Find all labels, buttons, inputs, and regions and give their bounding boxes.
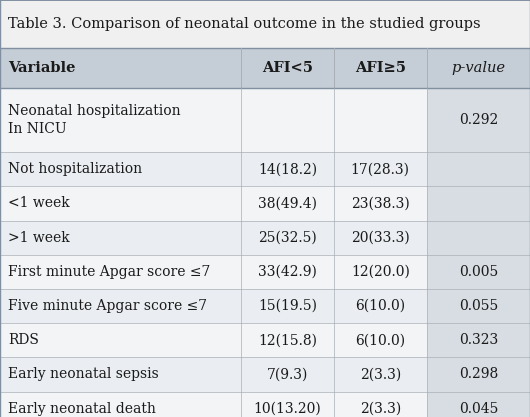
- Bar: [334, 88, 427, 152]
- Bar: [241, 392, 334, 417]
- Text: 25(32.5): 25(32.5): [258, 231, 317, 245]
- Bar: [427, 392, 530, 417]
- Bar: [427, 186, 530, 221]
- Bar: [241, 186, 334, 221]
- Text: Early neonatal death: Early neonatal death: [8, 402, 156, 416]
- Text: 2(3.3): 2(3.3): [360, 367, 401, 382]
- Bar: [334, 357, 427, 392]
- Text: 23(38.3): 23(38.3): [351, 196, 410, 211]
- Text: Early neonatal sepsis: Early neonatal sepsis: [8, 367, 158, 382]
- Text: Neonatal hospitalization
In NICU: Neonatal hospitalization In NICU: [8, 104, 181, 136]
- Text: First minute Apgar score ≤7: First minute Apgar score ≤7: [8, 265, 210, 279]
- Bar: [334, 152, 427, 186]
- Text: 0.298: 0.298: [458, 367, 498, 382]
- Text: 17(28.3): 17(28.3): [351, 162, 410, 176]
- Bar: [427, 88, 530, 152]
- Bar: [427, 289, 530, 323]
- Bar: [334, 186, 427, 221]
- Text: 12(15.8): 12(15.8): [258, 333, 317, 347]
- Text: AFI<5: AFI<5: [262, 61, 313, 75]
- Bar: [241, 88, 334, 152]
- Bar: [427, 357, 530, 392]
- Bar: [427, 152, 530, 186]
- Bar: [0, 0, 530, 48]
- Bar: [334, 221, 427, 255]
- Bar: [0, 88, 241, 152]
- Text: Variable: Variable: [8, 61, 75, 75]
- Text: 7(9.3): 7(9.3): [267, 367, 308, 382]
- Text: 10(13.20): 10(13.20): [254, 402, 321, 416]
- Text: 6(10.0): 6(10.0): [355, 333, 405, 347]
- Bar: [334, 323, 427, 357]
- Text: p-value: p-value: [452, 61, 505, 75]
- Text: 6(10.0): 6(10.0): [355, 299, 405, 313]
- Text: 33(42.9): 33(42.9): [258, 265, 317, 279]
- Bar: [241, 221, 334, 255]
- Bar: [0, 221, 241, 255]
- Text: 20(33.3): 20(33.3): [351, 231, 410, 245]
- Text: Five minute Apgar score ≤7: Five minute Apgar score ≤7: [8, 299, 207, 313]
- Bar: [0, 323, 241, 357]
- Text: 0.045: 0.045: [458, 402, 498, 416]
- Bar: [0, 392, 241, 417]
- Bar: [0, 48, 530, 88]
- Text: >1 week: >1 week: [8, 231, 70, 245]
- Bar: [0, 186, 241, 221]
- Text: 0.323: 0.323: [458, 333, 498, 347]
- Text: 0.292: 0.292: [458, 113, 498, 127]
- Bar: [241, 357, 334, 392]
- Bar: [334, 289, 427, 323]
- Bar: [0, 357, 241, 392]
- Text: Not hospitalization: Not hospitalization: [8, 162, 142, 176]
- Text: Table 3. Comparison of neonatal outcome in the studied groups: Table 3. Comparison of neonatal outcome …: [8, 17, 481, 31]
- Bar: [0, 289, 241, 323]
- Text: 0.055: 0.055: [458, 299, 498, 313]
- Bar: [0, 152, 241, 186]
- Bar: [427, 255, 530, 289]
- Text: 12(20.0): 12(20.0): [351, 265, 410, 279]
- Bar: [334, 255, 427, 289]
- Text: 14(18.2): 14(18.2): [258, 162, 317, 176]
- Text: 15(19.5): 15(19.5): [258, 299, 317, 313]
- Bar: [334, 392, 427, 417]
- Bar: [241, 152, 334, 186]
- Bar: [427, 323, 530, 357]
- Bar: [241, 323, 334, 357]
- Bar: [0, 255, 241, 289]
- Bar: [241, 289, 334, 323]
- Text: RDS: RDS: [8, 333, 39, 347]
- Text: AFI≥5: AFI≥5: [355, 61, 406, 75]
- Text: <1 week: <1 week: [8, 196, 70, 211]
- Text: 2(3.3): 2(3.3): [360, 402, 401, 416]
- Text: 0.005: 0.005: [458, 265, 498, 279]
- Text: 38(49.4): 38(49.4): [258, 196, 317, 211]
- Bar: [241, 255, 334, 289]
- Bar: [427, 221, 530, 255]
